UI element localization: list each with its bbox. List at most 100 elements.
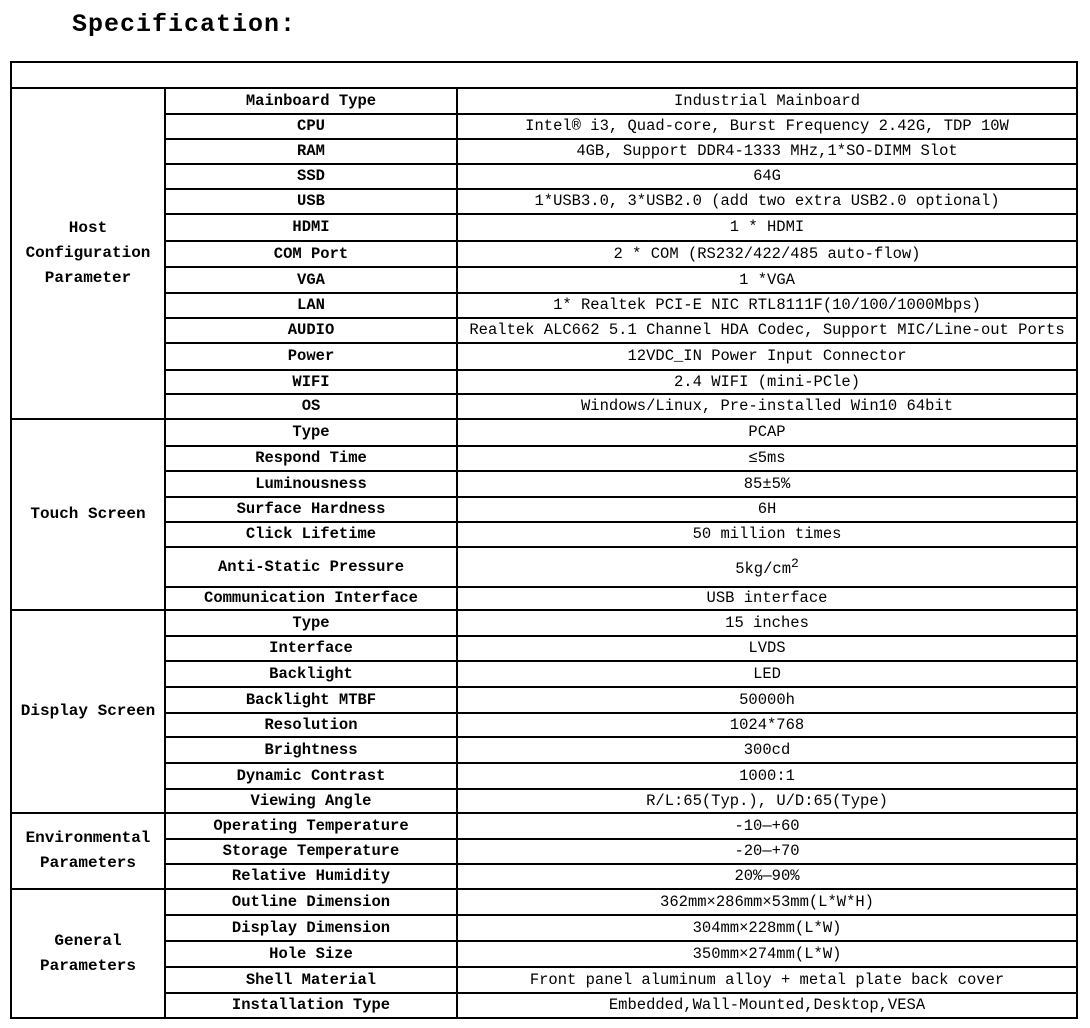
spec-label: Storage Temperature [164,838,458,865]
table-row: Brightness 300cd [11,736,1079,764]
spec-label: VGA [164,266,458,294]
spec-value: ≤5ms [455,445,1079,472]
spec-label: Anti-Static Pressure [164,546,458,588]
spec-value-text: 2 * COM (RS232/422/485 auto-flow) [613,244,921,263]
group-name: General Parameters [10,888,166,1019]
spec-value: 50000h [455,686,1079,714]
spec-value-text: 1 *VGA [739,270,795,289]
table-row: Backlight MTBF 50000h [11,686,1079,714]
spec-label: Surface Hardness [164,496,458,523]
table-row: Communication Interface USB interface [11,586,1079,611]
spec-value: 20%—90% [455,863,1079,890]
spec-value: 2.4 WIFI (mini-PCle) [455,369,1079,395]
spec-value-text: ≤5ms [748,449,786,467]
spec-value: Windows/Linux, Pre-installed Win10 64bit [455,393,1079,420]
spec-value: 5kg/cm2 [455,546,1079,588]
spec-value: Intel® i3, Quad-core, Burst Frequency 2.… [455,113,1079,140]
table-row: Display Screen Type 15 inches [10,609,1079,814]
table-row: Interface LVDS [11,635,1079,662]
spec-value: 350mm×274mm(L*W) [455,940,1079,968]
spec-value-text: LED [753,664,781,683]
table-row: OS Windows/Linux, Pre-installed Win10 64b… [11,393,1079,420]
spec-label: COM Port [164,240,458,268]
spec-value-text: -10—+60 [734,816,800,835]
table-row: COM Port 2 * COM (RS232/422/485 auto-flow… [11,240,1079,268]
spec-value-text: LVDS [748,639,786,657]
spec-label: SSD [164,163,458,190]
spec-value-text: 12VDC_IN Power Input Connector [627,347,907,365]
spec-label: Hole Size [164,940,458,968]
spec-value: 2 * COM (RS232/422/485 auto-flow) [455,240,1079,268]
table-row: SSD 64G [11,163,1079,190]
group-name: Environmental Parameters [10,812,166,890]
spec-value: 1*USB3.0, 3*USB2.0 (add two extra USB2.0… [455,188,1079,215]
spec-value-text: 20%—90% [734,867,800,885]
spec-label: Type [164,418,458,447]
spec-label: Click Lifetime [164,521,458,548]
spec-label: Brightness [164,736,458,764]
spec-value-text: 1* Realtek PCI-E NIC RTL8111F(10/100/100… [553,296,981,314]
spec-value: 1024*768 [455,712,1079,738]
spec-value: 4GB, Support DDR4-1333 MHz,1*SO-DIMM Slo… [455,138,1079,165]
spec-value: 1 * HDMI [455,213,1079,242]
spec-label: CPU [164,113,458,140]
spec-value-text: 6H [757,500,777,518]
table-row: USB 1*USB3.0, 3*USB2.0 (add two extra USB… [11,188,1079,215]
spec-value-text: 2.4 WIFI (mini-PCle) [674,372,861,391]
spec-label: Installation Type [164,992,458,1019]
specification-table: Host Configuration Parameter Mainboard Ty… [9,61,1079,1019]
table-row: General Parameters Outline Dimension 362mm… [10,888,1079,1019]
spec-value-text: 362mm×286mm×53mm(L*W*H) [660,892,874,911]
spec-label: Operating Temperature [164,812,458,840]
table-header-row [9,61,1079,89]
spec-value: 1 *VGA [455,266,1079,294]
table-row: Hole Size 350mm×274mm(L*W) [11,940,1079,968]
spec-label: OS [164,393,458,420]
table-row: Backlight LED [11,660,1079,688]
table-row: Dynamic Contrast 1000:1 [11,762,1079,790]
spec-value-text: 1*USB3.0, 3*USB2.0 (add two extra USB2.0… [534,192,1000,210]
header-cell [9,61,1079,89]
spec-label: HDMI [164,213,458,242]
table-row: HDMI 1 * HDMI [11,213,1079,242]
spec-value-text: USB interface [706,589,828,607]
table-row: CPU Intel® i3, Quad-core, Burst Frequency… [11,113,1079,140]
spec-value: 50 million times [455,521,1079,548]
spec-value: Realtek ALC662 5.1 Channel HDA Codec, Su… [455,317,1079,344]
spec-label: Respond Time [164,445,458,472]
table-row: Relative Humidity 20%—90% [11,863,1079,890]
spec-value-text: 50000h [739,690,795,709]
spec-label: Luminousness [164,470,458,498]
page-title: Specification: [72,10,297,39]
spec-value-text: 4GB, Support DDR4-1333 MHz,1*SO-DIMM Slo… [576,142,958,160]
spec-value-text: 304mm×228mm(L*W) [692,918,842,937]
spec-label: Interface [164,635,458,662]
group-name: Touch Screen [10,418,166,611]
spec-label: Relative Humidity [164,863,458,890]
table-row: Anti-Static Pressure 5kg/cm2 [11,546,1079,588]
spec-value: -20—+70 [455,838,1079,865]
table-row: Surface Hardness 6H [11,496,1079,523]
spec-label: AUDIO [164,317,458,344]
spec-label: Communication Interface [164,586,458,611]
spec-value: 1* Realtek PCI-E NIC RTL8111F(10/100/100… [455,292,1079,319]
table-row: LAN 1* Realtek PCI-E NIC RTL8111F(10/100/… [11,292,1079,319]
table-row: Respond Time ≤5ms [11,445,1079,472]
superscript: 2 [791,556,799,572]
spec-label: LAN [164,292,458,319]
spec-value: -10—+60 [455,812,1079,840]
spec-value-text: 50 million times [692,525,842,543]
spec-value-text: 85±5% [743,474,791,493]
table-row: Installation Type Embedded,Wall-Mounted,D… [11,992,1079,1019]
spec-label: Viewing Angle [164,788,458,814]
table-row: Luminousness 85±5% [11,470,1079,498]
group-name: Host Configuration Parameter [10,87,166,420]
spec-label: Backlight [164,660,458,688]
spec-label: Backlight MTBF [164,686,458,714]
spec-label: Mainboard Type [164,87,458,115]
spec-value-text: 1000:1 [739,766,795,785]
table-row: Display Dimension 304mm×228mm(L*W) [11,914,1079,942]
spec-value-text: 1 * HDMI [729,218,805,236]
spec-value: R/L:65(Typ.), U/D:65(Type) [455,788,1079,814]
group-name: Display Screen [10,609,166,814]
